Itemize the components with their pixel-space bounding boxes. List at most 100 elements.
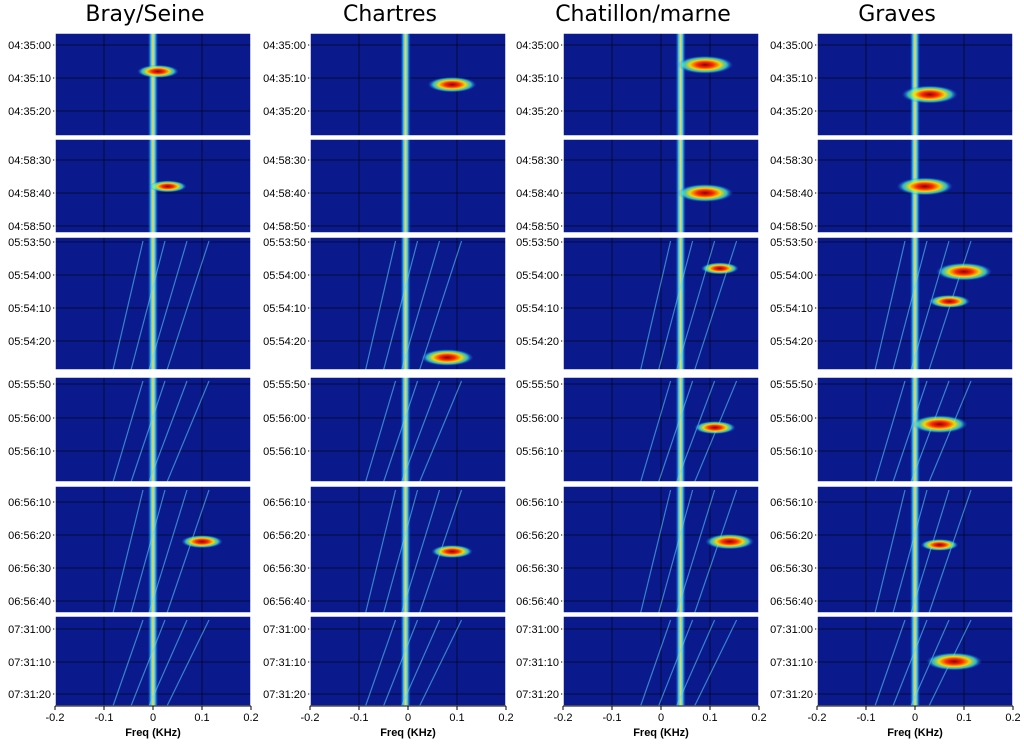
meteor-streak — [400, 240, 441, 371]
meteor-streak — [892, 619, 928, 707]
y-tick-label: 06:56:10 — [516, 497, 559, 509]
y-tick-label: 04:35:00 — [8, 40, 51, 52]
panel-c0-r1: 04:58:30 04:58:40 04:58:50 — [8, 138, 252, 234]
echo-c3-r3 — [911, 415, 968, 434]
carrier-line — [148, 377, 158, 482]
y-tick-label: 04:35:10 — [516, 73, 559, 85]
y-tick-label: 05:56:10 — [516, 446, 559, 458]
meteor-streak — [148, 240, 188, 371]
y-tick-label: 04:58:30 — [8, 155, 51, 167]
meteor-streak — [892, 380, 928, 483]
echo-c2-r2 — [700, 262, 739, 275]
meteor-streak — [130, 380, 166, 483]
panel-c1-r3: 05:55:50 05:56:00 05:56:10 — [263, 376, 507, 483]
meteor-streak — [382, 240, 419, 371]
carrier-line — [400, 616, 411, 706]
x-tick-label: 0.1 — [956, 712, 971, 724]
x-tick-label: -0.2 — [46, 712, 65, 724]
meteor-streak — [676, 619, 716, 707]
carrier-line — [148, 616, 158, 706]
x-axis-label: Freq (KHz) — [887, 727, 943, 739]
x-tick-label: -0.1 — [603, 712, 622, 724]
carrier-line — [675, 33, 686, 136]
panel-c0-r2: 05:53:50 05:54:00 05:54:10 05:54:20 — [8, 236, 252, 371]
carrier-line — [148, 237, 158, 370]
y-tick-label: 04:35:00 — [516, 40, 559, 52]
y-tick-label: 04:58:30 — [263, 155, 306, 167]
x-tick-label: 0.1 — [702, 712, 717, 724]
meteor-streak — [112, 380, 144, 483]
column-title-bray-seine: Bray/Seine — [85, 2, 205, 27]
y-tick-label: 04:58:30 — [770, 155, 813, 167]
y-tick-label: 06:56:20 — [263, 530, 306, 542]
y-tick-label: 04:35:10 — [263, 73, 306, 85]
meteor-streak — [166, 380, 210, 483]
carrier-line — [148, 486, 158, 613]
echo-c3-r4 — [920, 538, 959, 551]
panel-border — [309, 376, 507, 483]
x-tick-label: -0.1 — [350, 712, 369, 724]
y-tick-label: 04:35:20 — [8, 106, 51, 118]
y-tick-label: 06:56:10 — [770, 497, 813, 509]
y-tick-label: 04:58:30 — [516, 155, 559, 167]
panel-c3-r3: 05:55:50 05:56:00 05:56:10 — [770, 376, 1014, 483]
x-tick-label: 0.2 — [751, 712, 766, 724]
meteor-streak — [928, 489, 972, 614]
panel-c3-r1: 04:58:30 04:58:40 04:58:50 — [770, 138, 1014, 234]
echo-c2-r4 — [705, 533, 754, 550]
y-tick-label: 05:53:50 — [516, 237, 559, 249]
meteor-streak — [694, 240, 738, 371]
echo-c0-r1 — [148, 180, 187, 193]
meteor-streak — [910, 240, 950, 371]
y-tick-label: 05:53:50 — [263, 237, 306, 249]
echo-c3-r2 — [928, 294, 971, 308]
meteor-streak — [401, 619, 441, 707]
y-tick-label: 06:56:10 — [263, 497, 306, 509]
y-tick-label: 05:54:10 — [770, 303, 813, 315]
meteor-streak — [130, 240, 166, 371]
panel-border — [816, 376, 1014, 483]
x-tick-label: 0.2 — [1005, 712, 1020, 724]
meteor-streak — [892, 489, 928, 614]
panel-c1-r5: 07:31:00 07:31:10 07:31:20 — [263, 615, 507, 707]
y-tick-label: 05:54:20 — [516, 336, 559, 348]
panel-c1-r2: 05:53:50 05:54:00 05:54:10 05:54:20 — [263, 236, 507, 371]
y-tick-label: 06:56:20 — [8, 530, 51, 542]
panel-c0-r0: 04:35:00 04:35:10 04:35:20 — [8, 32, 252, 137]
carrier-line — [910, 616, 920, 706]
panel-c2-r0: 04:35:00 04:35:10 04:35:20 — [516, 32, 760, 137]
panel-c0-r3: 05:55:50 05:56:00 05:56:10 — [8, 376, 252, 483]
meteor-streak — [382, 489, 419, 614]
x-tick-label: 0.1 — [449, 712, 464, 724]
y-tick-label: 04:58:40 — [8, 188, 51, 200]
y-tick-label: 04:35:00 — [263, 40, 306, 52]
echo-c3-r5 — [926, 652, 983, 671]
y-tick-label: 05:54:20 — [263, 336, 306, 348]
carrier-line — [400, 139, 411, 233]
meteor-streak — [148, 380, 188, 483]
x-tick-label: -0.2 — [301, 712, 320, 724]
meteor-streak — [400, 380, 441, 483]
meteor-streak — [658, 240, 694, 371]
panel-border — [54, 485, 252, 614]
y-tick-label: 07:31:00 — [8, 624, 51, 636]
y-tick-label: 06:56:20 — [770, 530, 813, 542]
meteor-streak — [364, 240, 397, 371]
meteor-streak — [419, 619, 463, 707]
y-tick-label: 04:58:50 — [8, 221, 51, 233]
panel-c1-r1: 04:58:30 04:58:40 04:58:50 — [263, 138, 507, 234]
y-tick-label: 06:56:30 — [263, 563, 306, 575]
carrier-line — [148, 33, 158, 136]
y-tick-label: 07:31:20 — [516, 689, 559, 701]
y-tick-label: 05:55:50 — [8, 379, 51, 391]
echo-c2-r3 — [694, 420, 736, 435]
y-tick-label: 07:31:10 — [516, 657, 559, 669]
y-tick-label: 04:35:20 — [263, 106, 306, 118]
carrier-line — [400, 377, 411, 482]
meteor-streak — [874, 489, 906, 614]
panel-c1-r4: 06:56:10 06:56:20 06:56:30 06:56:40 — [263, 485, 507, 614]
y-tick-label: 05:54:00 — [8, 270, 51, 282]
x-axis-label: Freq (KHz) — [380, 727, 436, 739]
meteor-streak — [112, 489, 144, 614]
panel-border — [562, 32, 760, 137]
